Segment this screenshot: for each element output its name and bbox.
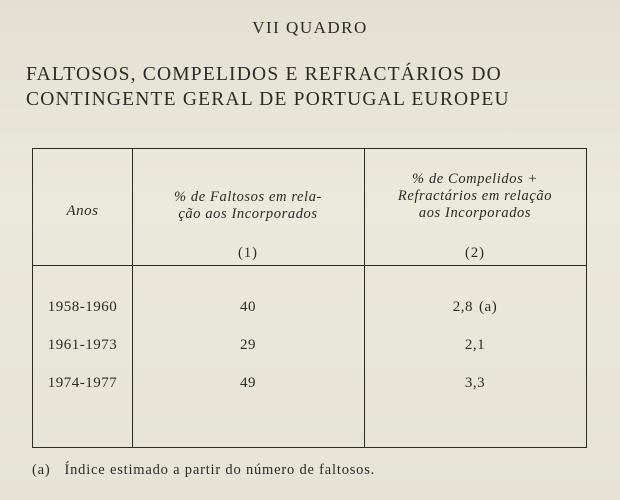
cell-faltosos: 49: [240, 375, 256, 391]
footnote-reference: (a): [479, 299, 498, 315]
header-divider: [33, 265, 586, 266]
data-table: Anos % de Faltosos em rela- ção aos Inco…: [32, 148, 587, 448]
column-header-years: Anos: [66, 203, 99, 219]
cell-compelidos: 3,3: [364, 375, 586, 392]
title-line-1: FALTOSOS, COMPELIDOS E REFRACTÁRIOS DO: [26, 64, 502, 85]
column-header-faltosos-line-2: ção aos Incorporados: [178, 206, 318, 222]
column-header-compelidos-line-3: aos Incorporados: [418, 205, 532, 221]
column-number-2: (2): [465, 245, 485, 261]
footnote: (a) Índice estimado a partir do número de…: [32, 462, 375, 479]
cell-compelidos: 2,1: [364, 337, 586, 354]
column-divider: [364, 149, 365, 447]
title-line-2: CONTINGENTE GERAL DE PORTUGAL EUROPEU: [26, 89, 510, 110]
column-divider: [132, 149, 133, 447]
cell-years: 1958-1960: [47, 299, 118, 315]
column-header-compelidos: % de Compelidos + Refractários em relaçã…: [364, 171, 586, 222]
cell-faltosos: 29: [240, 337, 256, 353]
cell-compelidos: 2,8 (a): [364, 299, 586, 316]
cell-compelidos-value: 3,3: [464, 375, 486, 391]
cell-years: 1974-1977: [47, 375, 118, 391]
table-row: 1974-1977 49 3,3: [33, 375, 586, 397]
cell-years: 1961-1973: [47, 337, 118, 353]
footnote-text: Índice estimado a partir do número de fa…: [64, 462, 376, 478]
table-row: 1961-1973 29 2,1: [33, 337, 586, 359]
cell-compelidos-value: 2,1: [464, 337, 486, 353]
column-header-faltosos-line-1: % de Faltosos em rela-: [174, 189, 322, 205]
column-number-1: (1): [238, 245, 258, 261]
cell-faltosos: 40: [240, 299, 256, 315]
table-number: VII QUADRO: [252, 18, 368, 37]
column-header-compelidos-line-2: Refractários em relação: [397, 188, 553, 204]
table-title: FALTOSOS, COMPELIDOS E REFRACTÁRIOS DO C…: [26, 62, 606, 112]
cell-compelidos-value: 2,8: [452, 299, 474, 315]
footnote-mark: (a): [32, 462, 51, 478]
table-row: 1958-1960 40 2,8 (a): [33, 299, 586, 321]
column-header-faltosos: % de Faltosos em rela- ção aos Incorpora…: [132, 189, 364, 223]
column-header-compelidos-line-1: % de Compelidos +: [412, 171, 538, 187]
